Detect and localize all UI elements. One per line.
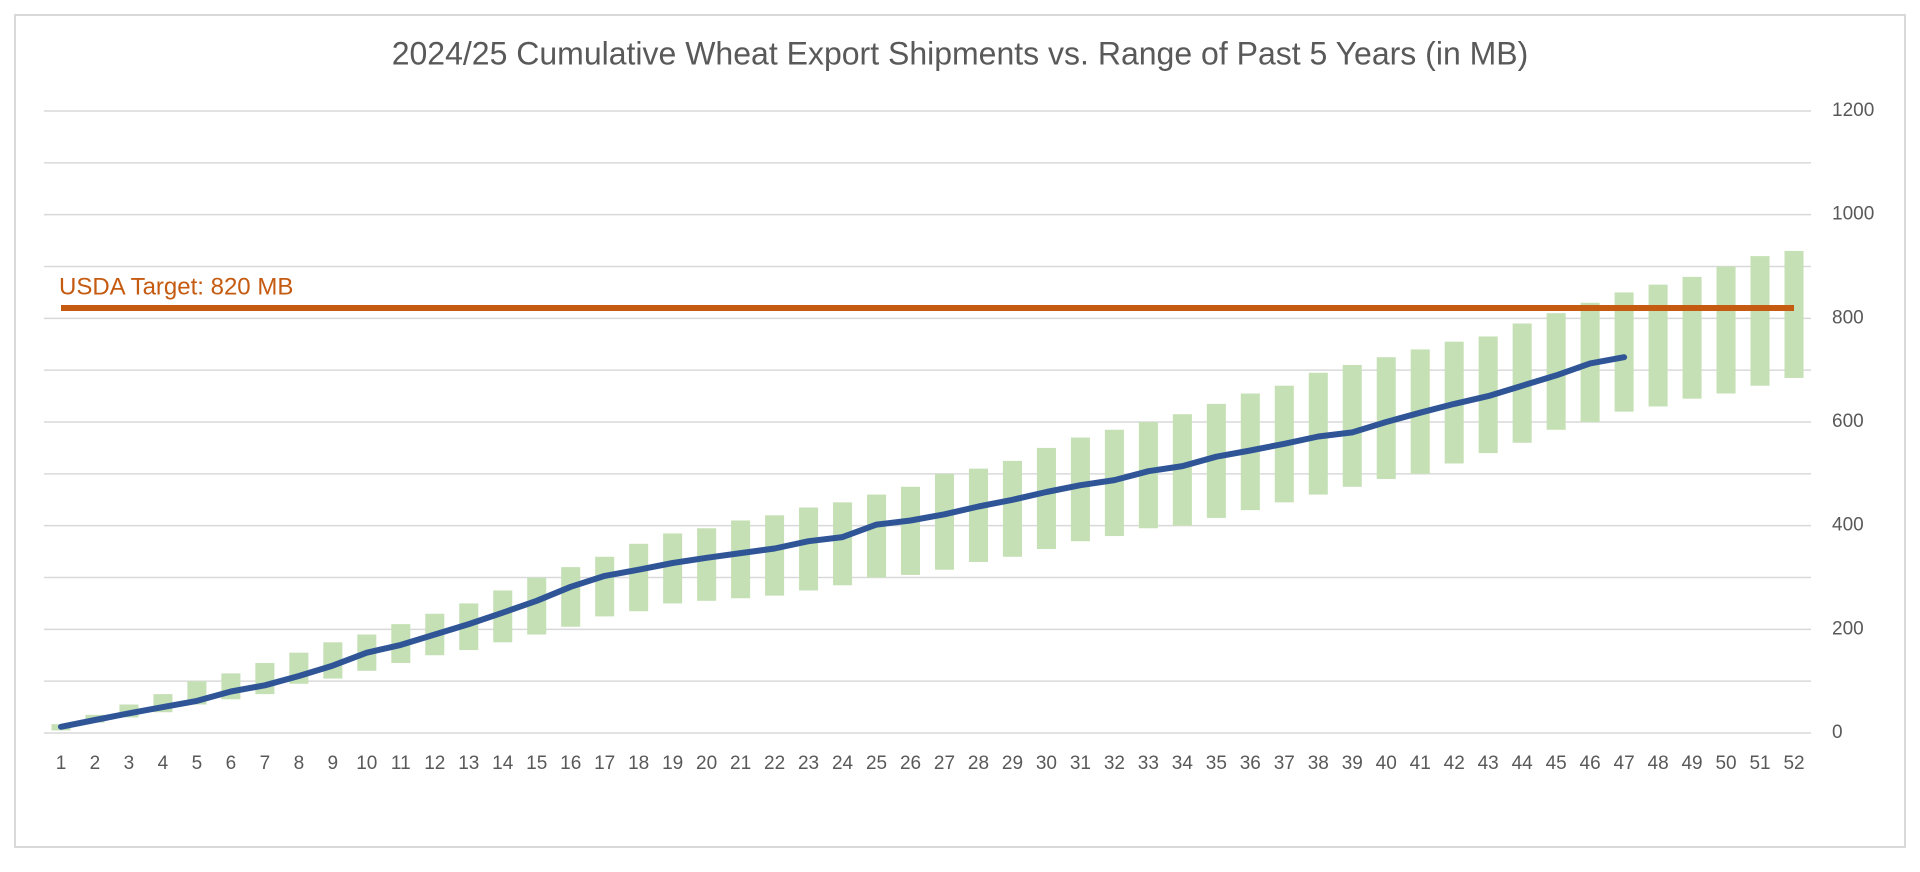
range-bar xyxy=(1682,276,1702,399)
range-bar xyxy=(968,468,988,562)
range-bar xyxy=(561,567,581,627)
x-tick-label: 2 xyxy=(90,753,101,774)
range-bar xyxy=(1750,256,1770,386)
x-tick-label: 14 xyxy=(492,753,514,774)
x-tick-label: 8 xyxy=(294,753,305,774)
x-tick-label: 3 xyxy=(124,753,135,774)
x-tick-label: 6 xyxy=(226,753,237,774)
x-tick-label: 33 xyxy=(1138,753,1159,774)
x-tick-label: 49 xyxy=(1681,753,1702,774)
range-bar xyxy=(1376,357,1396,480)
x-tick-label: 35 xyxy=(1206,753,1227,774)
x-tick-label: 22 xyxy=(764,753,785,774)
x-tick-label: 25 xyxy=(866,753,887,774)
range-bar xyxy=(765,515,785,596)
x-tick-label: 1 xyxy=(56,753,67,774)
x-tick-label: 34 xyxy=(1172,753,1194,774)
range-bar xyxy=(663,533,683,604)
x-tick-label: 13 xyxy=(458,753,479,774)
x-tick-label: 23 xyxy=(798,753,819,774)
x-tick-label: 29 xyxy=(1002,753,1023,774)
x-tick-label: 20 xyxy=(696,753,717,774)
x-tick-label: 36 xyxy=(1240,753,1261,774)
x-tick-label: 12 xyxy=(424,753,445,774)
x-tick-label: 52 xyxy=(1783,753,1804,774)
range-bar xyxy=(1784,250,1804,378)
x-tick-label: 26 xyxy=(900,753,921,774)
x-tick-label: 7 xyxy=(260,753,271,774)
x-tick-label: 45 xyxy=(1546,753,1567,774)
x-tick-label: 5 xyxy=(192,753,203,774)
x-tick-label: 51 xyxy=(1749,753,1770,774)
x-tick-label: 4 xyxy=(158,753,169,774)
shipments-line xyxy=(58,354,1628,730)
x-tick-label: 37 xyxy=(1274,753,1295,774)
range-bar xyxy=(1716,266,1736,394)
x-tick-label: 11 xyxy=(391,753,411,774)
target-label: USDA Target: 820 MB xyxy=(59,273,293,300)
x-tick-label: 15 xyxy=(526,753,547,774)
x-tick-label: 41 xyxy=(1410,753,1431,774)
range-bar xyxy=(1648,284,1668,407)
x-tick-label: 46 xyxy=(1580,753,1601,774)
x-tick-label: 40 xyxy=(1376,753,1397,774)
x-tick-label: 24 xyxy=(832,753,854,774)
range-bar xyxy=(697,528,717,601)
range-bar xyxy=(731,520,751,599)
x-tick-label: 48 xyxy=(1648,753,1669,774)
range-bar xyxy=(1206,403,1226,518)
y-tick-label: 800 xyxy=(1832,307,1864,328)
range-bar xyxy=(1070,437,1090,542)
x-tick-label: 16 xyxy=(560,753,581,774)
range-bar xyxy=(595,556,615,617)
y-tick-label: 0 xyxy=(1832,722,1843,743)
y-tick-label: 600 xyxy=(1832,411,1864,432)
x-tick-label: 18 xyxy=(628,753,649,774)
x-tick-label: 17 xyxy=(594,753,615,774)
range-bar xyxy=(900,486,921,575)
y-tick-label: 1000 xyxy=(1832,204,1874,225)
x-tick-label: 32 xyxy=(1104,753,1125,774)
chart-border xyxy=(14,14,1906,848)
x-tick-label: 27 xyxy=(934,753,955,774)
x-tick-label: 50 xyxy=(1715,753,1736,774)
y-tick-label: 200 xyxy=(1832,618,1864,639)
range-bar xyxy=(629,543,649,612)
x-tick-label: 10 xyxy=(356,753,377,774)
x-tick-label: 43 xyxy=(1478,753,1499,774)
range-bar xyxy=(1138,422,1158,529)
x-tick-label: 39 xyxy=(1342,753,1363,774)
chart-title: 2024/25 Cumulative Wheat Export Shipment… xyxy=(392,35,1529,71)
range-bar xyxy=(1614,292,1634,412)
x-tick-label: 42 xyxy=(1444,753,1465,774)
range-bar xyxy=(1546,313,1566,430)
range-bar xyxy=(867,494,887,578)
range-bar xyxy=(1002,460,1022,557)
range-bar xyxy=(833,502,853,586)
range-bar xyxy=(1172,414,1192,526)
x-tick-label: 30 xyxy=(1036,753,1057,774)
y-tick-label: 1200 xyxy=(1832,100,1874,121)
x-tick-label: 47 xyxy=(1614,753,1635,774)
x-tick-label: 19 xyxy=(662,753,683,774)
range-bar xyxy=(493,590,513,643)
x-tick-label: 38 xyxy=(1308,753,1329,774)
x-tick-label: 21 xyxy=(730,753,751,774)
range-bar xyxy=(799,507,819,591)
y-tick-label: 400 xyxy=(1832,515,1864,536)
x-tick-label: 44 xyxy=(1512,753,1534,774)
range-bar xyxy=(934,473,955,570)
x-tick-label: 31 xyxy=(1070,753,1091,774)
range-bar xyxy=(1036,447,1056,549)
x-tick-label: 9 xyxy=(328,753,339,774)
range-bar xyxy=(1342,364,1362,487)
x-tick-label: 28 xyxy=(968,753,989,774)
range-bar xyxy=(527,577,547,635)
